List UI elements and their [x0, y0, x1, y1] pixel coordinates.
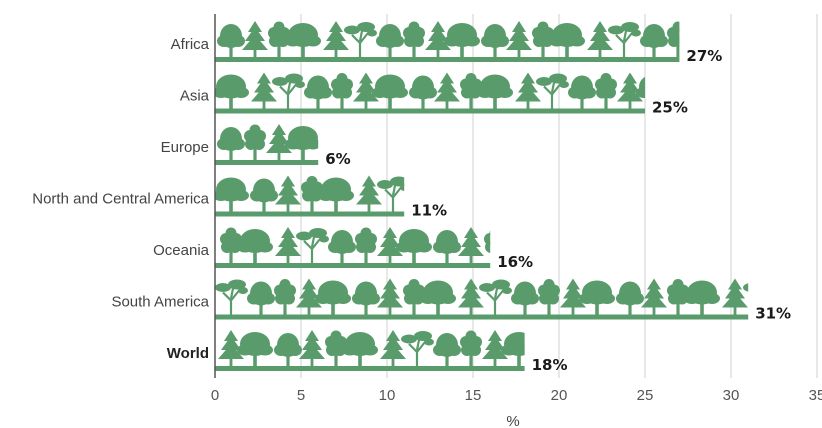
- value-label: 18%: [532, 356, 568, 374]
- category-label: Asia: [180, 88, 210, 105]
- x-tick-label: 35: [809, 387, 822, 404]
- category-label: Europe: [161, 139, 209, 156]
- bar: [215, 278, 749, 320]
- category-label: South America: [111, 294, 209, 311]
- category-label: World: [167, 345, 209, 362]
- grid-lines: [300, 14, 818, 378]
- bar: [215, 72, 645, 114]
- value-label: 11%: [411, 202, 447, 220]
- value-label: 27%: [686, 47, 722, 65]
- x-tick-label: 0: [211, 387, 219, 404]
- category-labels: Africa Asia Europe North and Central Americ…: [32, 36, 209, 362]
- x-tick-label: 25: [637, 387, 654, 404]
- x-tick-label: 5: [297, 387, 305, 404]
- bar: [215, 330, 525, 371]
- value-labels: 27% 25% 6% 11% 16% 31% 18%: [325, 47, 791, 374]
- x-tick-labels: 0 5 10 15 20 25 30 35: [211, 387, 822, 404]
- x-tick-label: 30: [723, 387, 740, 404]
- x-tick-label: 10: [379, 387, 396, 404]
- value-label: 6%: [325, 150, 350, 168]
- category-label: North and Central America: [32, 191, 209, 208]
- x-axis-title: %: [506, 413, 519, 428]
- bar: [215, 124, 319, 165]
- value-label: 25%: [652, 99, 688, 117]
- bar: [215, 227, 491, 268]
- bar: [215, 21, 680, 62]
- category-label: Oceania: [153, 242, 210, 259]
- bar: [215, 175, 405, 217]
- bar-group: [215, 21, 749, 371]
- value-label: 31%: [755, 305, 791, 323]
- x-tick-label: 20: [551, 387, 568, 404]
- value-label: 16%: [497, 253, 533, 271]
- category-label: Africa: [171, 36, 210, 53]
- x-tick-label: 15: [465, 387, 482, 404]
